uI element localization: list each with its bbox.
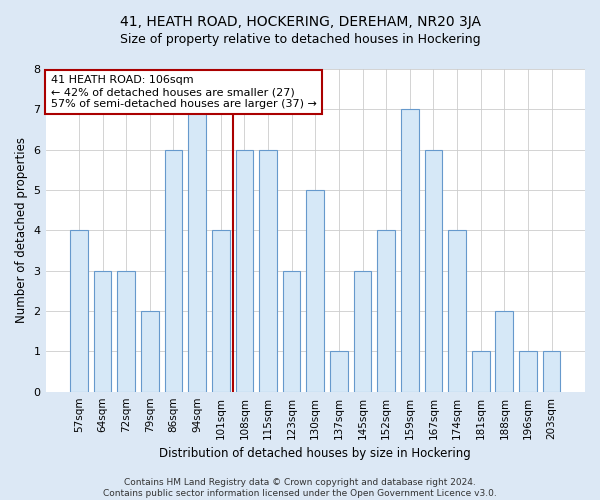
Bar: [448, 230, 466, 392]
Bar: [70, 230, 88, 392]
Bar: [236, 150, 253, 392]
Text: Contains HM Land Registry data © Crown copyright and database right 2024.
Contai: Contains HM Land Registry data © Crown c…: [103, 478, 497, 498]
Bar: [141, 311, 158, 392]
Bar: [94, 270, 112, 392]
Bar: [164, 150, 182, 392]
Bar: [307, 190, 324, 392]
Bar: [118, 270, 135, 392]
Bar: [377, 230, 395, 392]
Text: Size of property relative to detached houses in Hockering: Size of property relative to detached ho…: [119, 32, 481, 46]
Bar: [519, 352, 537, 392]
Bar: [401, 110, 419, 392]
Bar: [330, 352, 348, 392]
X-axis label: Distribution of detached houses by size in Hockering: Distribution of detached houses by size …: [160, 447, 471, 460]
Y-axis label: Number of detached properties: Number of detached properties: [15, 138, 28, 324]
Bar: [425, 150, 442, 392]
Bar: [259, 150, 277, 392]
Bar: [212, 230, 230, 392]
Bar: [188, 110, 206, 392]
Text: 41 HEATH ROAD: 106sqm
← 42% of detached houses are smaller (27)
57% of semi-deta: 41 HEATH ROAD: 106sqm ← 42% of detached …: [51, 76, 317, 108]
Bar: [353, 270, 371, 392]
Bar: [496, 311, 513, 392]
Bar: [543, 352, 560, 392]
Bar: [472, 352, 490, 392]
Bar: [283, 270, 301, 392]
Text: 41, HEATH ROAD, HOCKERING, DEREHAM, NR20 3JA: 41, HEATH ROAD, HOCKERING, DEREHAM, NR20…: [119, 15, 481, 29]
